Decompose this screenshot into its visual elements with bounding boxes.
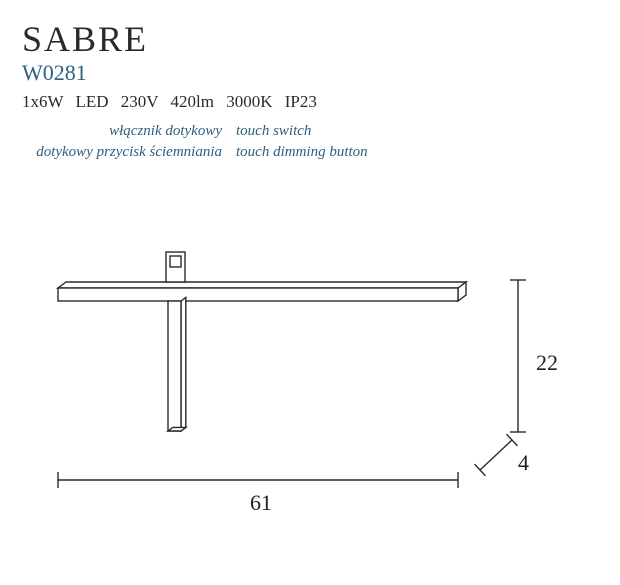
dimension-width-label: 61: [250, 490, 272, 516]
feature-en: touch dimming button: [236, 143, 380, 162]
features-table: włącznik dotykowy touch switch dotykowy …: [22, 120, 382, 164]
spec-line: 1x6W LED 230V 420lm 3000K IP23: [22, 92, 317, 112]
product-code: W0281: [22, 60, 87, 86]
table-row: włącznik dotykowy touch switch: [24, 122, 380, 141]
feature-en: touch switch: [236, 122, 380, 141]
dimension-height-label: 22: [536, 350, 558, 376]
feature-pl: włącznik dotykowy: [24, 122, 234, 141]
diagram-svg: [58, 260, 578, 560]
dimension-depth-label: 4: [518, 450, 529, 476]
table-row: dotykowy przycisk ściemniania touch dimm…: [24, 143, 380, 162]
product-diagram: 61 22 4: [58, 260, 578, 560]
feature-pl: dotykowy przycisk ściemniania: [24, 143, 234, 162]
product-name: SABRE: [22, 18, 148, 60]
